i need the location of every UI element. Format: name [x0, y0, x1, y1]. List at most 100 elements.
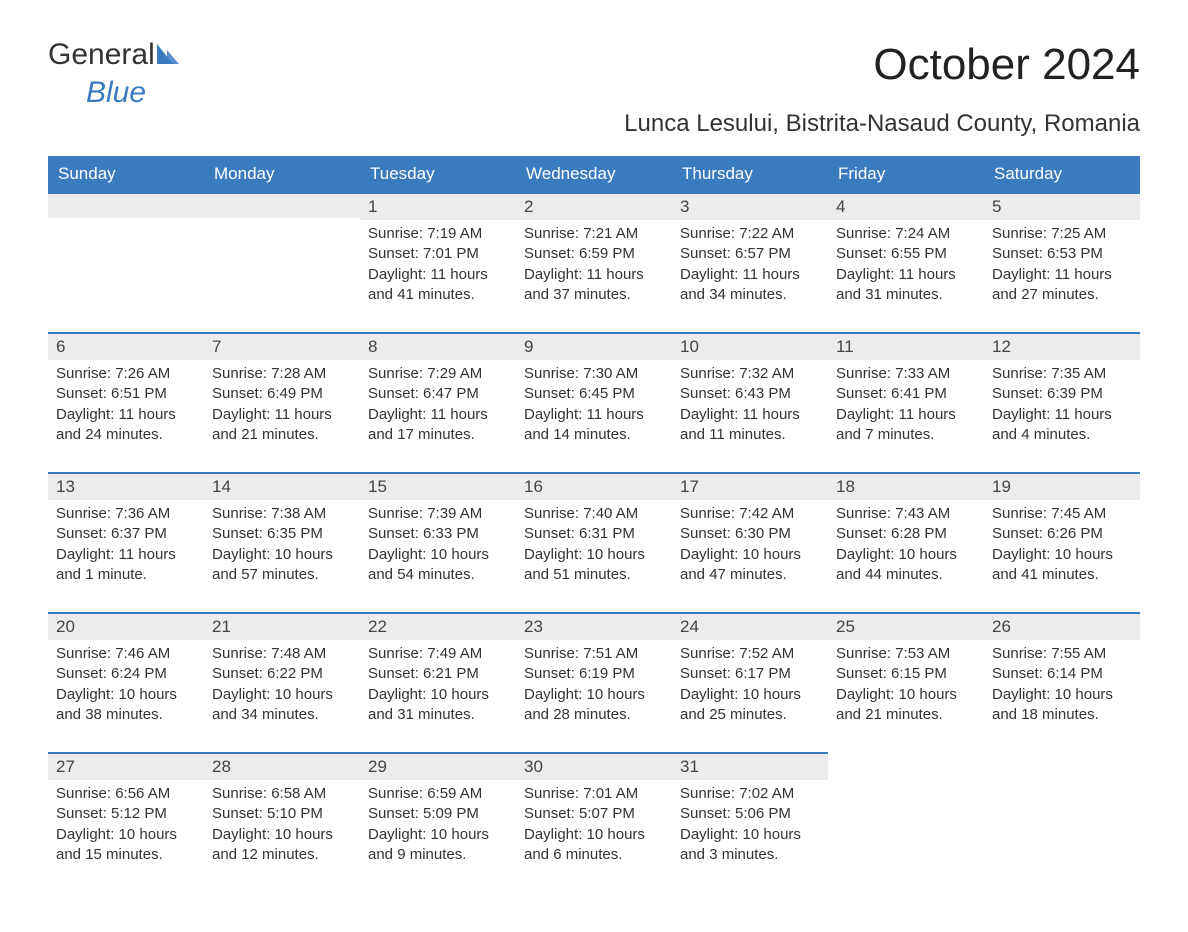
- day-detail: Sunrise: 7:28 AMSunset: 6:49 PMDaylight:…: [204, 360, 360, 453]
- sunrise-label: Sunrise:: [368, 225, 427, 242]
- sunrise-value: 7:30 AM: [583, 365, 638, 382]
- sunrise-value: 7:39 AM: [427, 505, 482, 522]
- daylight-label: Daylight:: [368, 686, 431, 703]
- day-detail: Sunrise: 7:55 AMSunset: 6:14 PMDaylight:…: [984, 640, 1140, 733]
- sunset-label: Sunset:: [368, 665, 423, 682]
- daylight-label: Daylight:: [680, 406, 743, 423]
- logo-triangle-icon: [157, 40, 185, 70]
- day-number-bar: 4: [828, 192, 984, 220]
- sunset-label: Sunset:: [524, 385, 579, 402]
- daylight-label: Daylight:: [524, 546, 587, 563]
- sunrise-label: Sunrise:: [212, 645, 271, 662]
- sunrise-label: Sunrise:: [524, 505, 583, 522]
- day-detail: Sunrise: 7:33 AMSunset: 6:41 PMDaylight:…: [828, 360, 984, 453]
- daylight-label: Daylight:: [836, 266, 899, 283]
- sunrise-label: Sunrise:: [680, 505, 739, 522]
- day-number-bar: 22: [360, 612, 516, 640]
- calendar-body: 1 Sunrise: 7:19 AM Sunset: 7:01 PM Daylight…: [48, 192, 1140, 892]
- sunrise-value: 7:26 AM: [115, 365, 170, 382]
- sunset-value: 6:57 PM: [735, 245, 791, 262]
- sunset-value: 7:01 PM: [423, 245, 479, 262]
- daylight-label: Daylight:: [56, 826, 119, 843]
- sunset-value: 6:24 PM: [111, 665, 167, 682]
- calendar-cell: 28Sunrise: 6:58 AMSunset: 5:10 PMDayligh…: [204, 752, 360, 892]
- sunset-label: Sunset:: [524, 805, 579, 822]
- sunset-label: Sunset:: [368, 525, 423, 542]
- sunrise-value: 7:40 AM: [583, 505, 638, 522]
- daylight-label: Daylight:: [56, 546, 119, 563]
- sunrise-label: Sunrise:: [992, 365, 1051, 382]
- sunrise-value: 7:21 AM: [583, 225, 638, 242]
- sunset-label: Sunset:: [524, 665, 579, 682]
- sunrise-label: Sunrise:: [680, 225, 739, 242]
- sunset-label: Sunset:: [368, 385, 423, 402]
- sunset-value: 6:41 PM: [891, 385, 947, 402]
- sunrise-value: 6:59 AM: [427, 785, 482, 802]
- day-detail: Sunrise: 7:21 AMSunset: 6:59 PMDaylight:…: [516, 220, 672, 313]
- calendar-cell: [984, 752, 1140, 892]
- sunrise-value: 6:56 AM: [115, 785, 170, 802]
- sunrise-value: 7:49 AM: [427, 645, 482, 662]
- sunrise-label: Sunrise:: [992, 645, 1051, 662]
- day-detail: Sunrise: 6:58 AMSunset: 5:10 PMDaylight:…: [204, 780, 360, 873]
- sunrise-label: Sunrise:: [368, 785, 427, 802]
- sunrise-label: Sunrise:: [836, 505, 895, 522]
- sunset-value: 6:33 PM: [423, 525, 479, 542]
- day-detail: Sunrise: 7:29 AMSunset: 6:47 PMDaylight:…: [360, 360, 516, 453]
- sunset-value: 5:09 PM: [423, 805, 479, 822]
- daylight-label: Daylight:: [368, 406, 431, 423]
- sunset-label: Sunset:: [212, 665, 267, 682]
- sunrise-label: Sunrise:: [680, 785, 739, 802]
- sunset-label: Sunset:: [992, 385, 1047, 402]
- logo-text-general: General: [48, 40, 155, 70]
- sunrise-value: 7:35 AM: [1051, 365, 1106, 382]
- sunrise-label: Sunrise:: [524, 225, 583, 242]
- daylight-label: Daylight:: [524, 686, 587, 703]
- day-number-bar: 1: [360, 192, 516, 220]
- calendar-cell: 31Sunrise: 7:02 AMSunset: 5:06 PMDayligh…: [672, 752, 828, 892]
- calendar-cell: 16Sunrise: 7:40 AMSunset: 6:31 PMDayligh…: [516, 472, 672, 612]
- day-detail: Sunrise: 6:56 AMSunset: 5:12 PMDaylight:…: [48, 780, 204, 873]
- sunset-label: Sunset:: [992, 525, 1047, 542]
- sunrise-label: Sunrise:: [56, 365, 115, 382]
- sunset-label: Sunset:: [836, 665, 891, 682]
- sunset-value: 6:26 PM: [1047, 525, 1103, 542]
- sunset-value: 6:35 PM: [267, 525, 323, 542]
- sunset-label: Sunset:: [680, 385, 735, 402]
- calendar-cell: 15Sunrise: 7:39 AMSunset: 6:33 PMDayligh…: [360, 472, 516, 612]
- sunrise-value: 7:19 AM: [427, 225, 482, 242]
- sunset-value: 6:19 PM: [579, 665, 635, 682]
- sunset-label: Sunset:: [212, 385, 267, 402]
- day-number-bar: 3: [672, 192, 828, 220]
- sunset-label: Sunset:: [56, 665, 111, 682]
- day-number-bar: 16: [516, 472, 672, 500]
- calendar-cell: 25Sunrise: 7:53 AMSunset: 6:15 PMDayligh…: [828, 612, 984, 752]
- calendar-cell: 12Sunrise: 7:35 AMSunset: 6:39 PMDayligh…: [984, 332, 1140, 472]
- sunrise-value: 7:28 AM: [271, 365, 326, 382]
- daylight-label: Daylight:: [56, 686, 119, 703]
- daylight-label: Daylight:: [212, 406, 275, 423]
- daylight-label: Daylight:: [368, 826, 431, 843]
- sunrise-label: Sunrise:: [368, 645, 427, 662]
- day-number-bar: 8: [360, 332, 516, 360]
- day-number-bar: 9: [516, 332, 672, 360]
- sunrise-value: 7:22 AM: [739, 225, 794, 242]
- sunrise-label: Sunrise:: [368, 505, 427, 522]
- day-number-bar: 21: [204, 612, 360, 640]
- daylight-label: Daylight:: [992, 266, 1055, 283]
- daylight-label: Daylight:: [524, 266, 587, 283]
- sunrise-label: Sunrise:: [836, 365, 895, 382]
- calendar-cell: 30Sunrise: 7:01 AMSunset: 5:07 PMDayligh…: [516, 752, 672, 892]
- daylight-label: Daylight:: [680, 686, 743, 703]
- calendar-cell: 24Sunrise: 7:52 AMSunset: 6:17 PMDayligh…: [672, 612, 828, 752]
- day-number-bar: 12: [984, 332, 1140, 360]
- day-number-bar: 13: [48, 472, 204, 500]
- day-number-bar: 23: [516, 612, 672, 640]
- daylight-label: Daylight:: [368, 546, 431, 563]
- daylight-label: Daylight:: [680, 546, 743, 563]
- calendar-cell: [48, 192, 204, 332]
- calendar-cell: [204, 192, 360, 332]
- day-number-bar: 14: [204, 472, 360, 500]
- sunset-label: Sunset:: [680, 665, 735, 682]
- daylight-label: Daylight:: [524, 826, 587, 843]
